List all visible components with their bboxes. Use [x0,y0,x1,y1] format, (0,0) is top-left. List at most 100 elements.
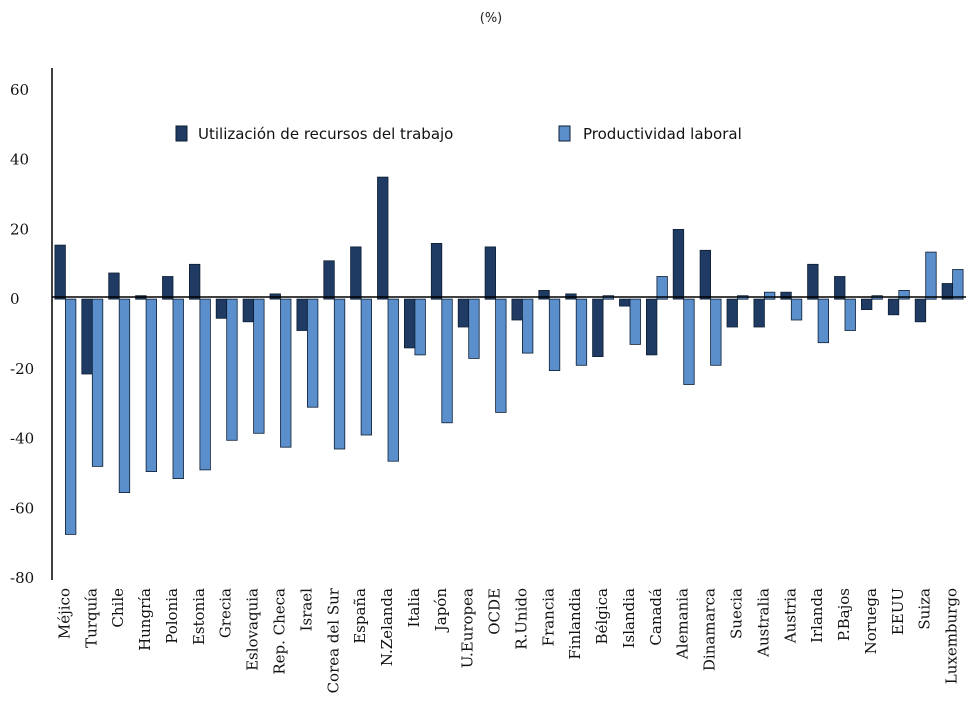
x-tick-label: Luxemburgo [943,588,961,684]
bar-labor-productivity [387,298,399,462]
x-tick-label: Grecia [217,588,235,638]
bar-labor-utilization [726,298,738,328]
x-tick-label: Israel [297,588,315,632]
bar-labor-utilization [323,260,335,300]
bar-labor-productivity [306,298,319,408]
x-tick-label: Noruega [862,588,880,654]
bar-labor-utilization [430,242,443,300]
bar-labor-utilization [619,298,631,307]
legend: Utilización de recursos del trabajo Prod… [175,125,742,143]
bar-labor-utilization [54,244,66,300]
x-tick-label: Australia [754,588,772,658]
x-tick-label: Bélgica [593,588,611,644]
bar-labor-productivity [629,298,641,345]
x-tick-label: Suecia [728,588,746,639]
bar-labor-productivity [575,298,588,366]
chart-subtitle: (%) [480,11,503,26]
x-tick-label: Méjico [55,588,73,639]
y-tick-label: 40 [10,151,29,169]
bar-labor-productivity [172,298,184,480]
x-tick-label: Japón [432,588,450,634]
bar-labor-utilization [188,263,201,300]
bar-labor-utilization [162,276,174,300]
bar-labor-productivity [333,298,346,450]
x-tick-label: Rep. Checa [271,588,289,675]
x-tick-label: Corea del Sur [324,587,342,693]
bar-labor-productivity [280,298,292,448]
bar-labor-productivity [414,298,426,356]
legend-swatch-labor-utilization [175,125,188,142]
bar-labor-utilization [780,291,792,300]
bar-labor-utilization [242,298,255,323]
bar-labor-utilization [914,298,927,323]
x-tick-label: Polonia [163,588,181,644]
bar-labor-utilization [108,272,120,300]
x-tick-label: EEUU [889,588,907,635]
y-tick-label: -80 [10,569,34,587]
bar-labor-productivity [764,291,776,300]
bar-labor-utilization [807,263,819,300]
x-tick-label: Austria [781,588,799,644]
x-tick-label: Dinamarca [701,588,719,671]
bar-labor-productivity [199,298,211,471]
bar-labor-productivity [898,289,910,300]
bar-labor-utilization [81,298,93,375]
bar-labor-utilization [377,176,389,300]
bar-labor-utilization [484,246,497,300]
bar-labor-productivity [548,298,561,372]
x-tick-label: Hungría [136,588,154,651]
bar-labor-productivity [226,298,238,441]
bar-labor-productivity [817,298,829,344]
x-tick-label: Suiza [916,588,934,630]
bar-labor-productivity [495,298,507,413]
x-tick-label: N.Zelanda [378,588,396,666]
bar-labor-productivity [253,298,265,434]
x-axis-labels: Méjico Turquía Chile Hungría Polonia Estonia G… [55,587,960,693]
bar-labor-utilization [861,298,873,311]
bar-group [54,176,964,535]
bar-labor-productivity [925,251,937,300]
x-tick-label: R.Unido [512,588,530,650]
bar-labor-utilization [215,298,228,319]
bar-labor-productivity [145,298,158,473]
x-tick-label: Canadá [647,588,665,646]
y-tick-label: -40 [10,430,34,448]
bar-labor-utilization [646,298,658,356]
bar-labor-utilization [511,298,523,321]
x-tick-label: Eslovaquia [244,588,262,671]
y-tick-label: -60 [10,499,34,517]
bar-labor-utilization [296,298,308,331]
legend-swatch-labor-productivity [558,125,571,142]
y-tick-label: 60 [10,81,29,99]
y-tick-label: -20 [10,360,34,378]
x-tick-label: Francia [539,588,557,646]
y-tick-label: 0 [10,290,20,308]
x-tick-label: Irlanda [808,588,826,643]
bar-labor-utilization [538,289,550,300]
bar-labor-productivity [710,298,722,366]
bar-labor-utilization [403,298,416,349]
bar-labor-productivity [683,298,695,385]
x-tick-label: Italia [405,588,423,627]
x-tick-label: OCDE [486,588,504,635]
bar-labor-productivity [790,298,803,321]
bar-labor-utilization [350,246,362,300]
bar-labor-utilization [753,298,765,328]
bar-labor-productivity [91,298,104,467]
x-tick-label: Turquía [82,588,100,648]
bar-labor-utilization [834,276,846,300]
x-tick-label: Islandia [620,588,638,648]
bar-labor-utilization [699,249,711,300]
x-tick-label: Alemania [674,588,692,660]
bar-labor-productivity [522,298,534,354]
bar-labor-productivity [952,269,964,300]
legend-label-labor-utilization: Utilización de recursos del trabajo [198,125,453,143]
x-tick-label: España [351,588,369,644]
bar-labor-productivity [118,298,131,494]
bar-labor-utilization [592,298,604,358]
bar-labor-productivity [360,298,373,436]
bar-labor-utilization [457,298,470,328]
x-tick-label: U.Europea [459,588,477,668]
legend-label-labor-productivity: Productividad laboral [583,125,742,143]
